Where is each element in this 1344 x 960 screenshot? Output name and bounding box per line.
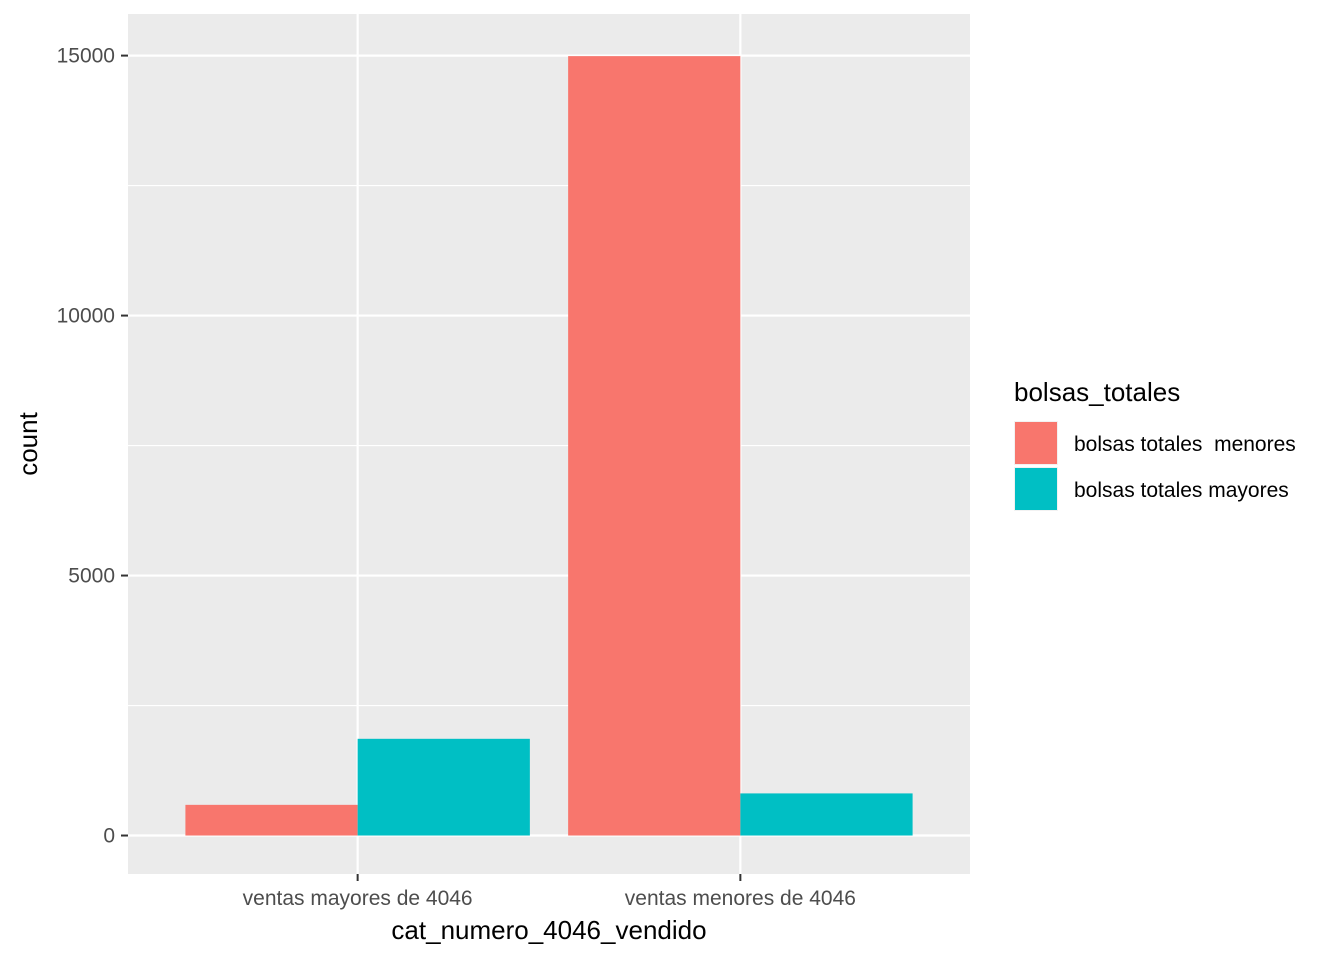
y-tick-label: 0 [103,825,115,848]
y-tick-label: 15000 [57,45,115,68]
y-axis-title: count [13,411,43,475]
minor-gridlines [128,185,970,707]
y-tick-label: 5000 [68,565,115,588]
bar [357,738,530,836]
y-tick-label: 10000 [57,305,115,328]
bar [568,56,741,836]
legend-swatch [1015,422,1057,464]
legend-label: bolsas totales menores [1074,433,1296,456]
bar [185,804,358,836]
plot-panel [128,14,970,874]
legend-title: bolsas_totales [1014,377,1180,407]
x-tick-label: ventas menores de 4046 [625,887,856,910]
x-tick-label: ventas mayores de 4046 [243,887,473,910]
legend: bolsas_totales bolsas totales menores bol… [1014,377,1296,511]
legend-label: bolsas totales mayores [1074,479,1289,502]
bars [185,56,913,836]
x-axis: ventas mayores de 4046 ventas menores de … [243,874,856,910]
legend-swatch [1015,468,1057,510]
bar [740,793,913,836]
y-axis: 0 5000 10000 15000 [57,45,128,848]
x-axis-title: cat_numero_4046_vendido [391,915,706,945]
